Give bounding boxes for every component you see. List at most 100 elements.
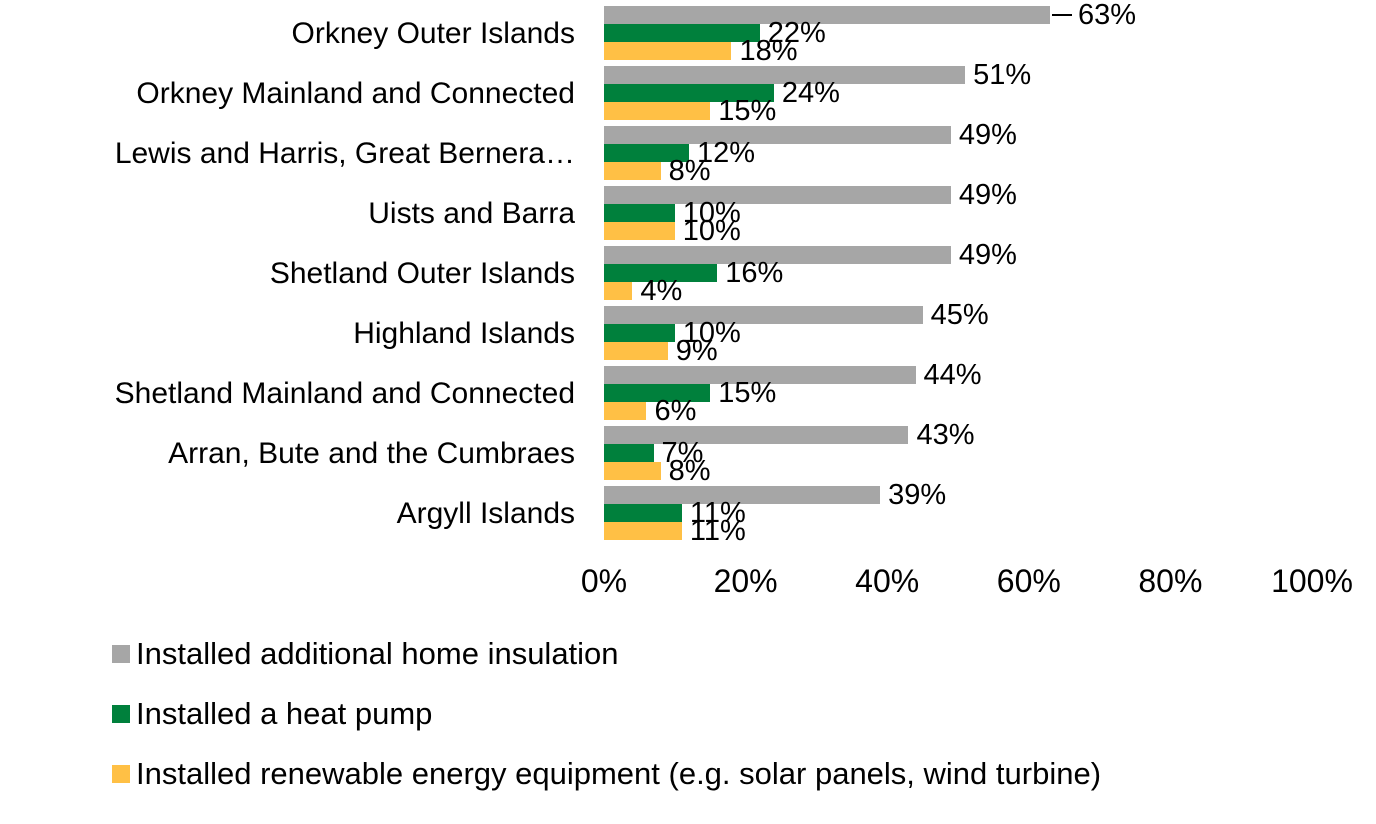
- bar-value-label: 8%: [668, 155, 711, 187]
- x-axis: 0% 20% 40% 60% 80% 100%: [0, 560, 1376, 610]
- bar-gray[interactable]: [604, 126, 951, 144]
- legend-label: Installed renewable energy equipment (e.…: [136, 756, 1102, 791]
- bar-green[interactable]: [604, 204, 675, 222]
- bar-amber[interactable]: [604, 402, 647, 420]
- bar-value-label: 63%: [1078, 0, 1137, 31]
- bar-track: 4%: [604, 277, 1376, 306]
- bar-green[interactable]: [604, 384, 711, 402]
- category-label: Orkney Outer Islands: [291, 17, 575, 50]
- bar-value-label: 7%: [661, 437, 704, 469]
- bar-value-label: 12%: [696, 137, 755, 169]
- bar-value-label: 9%: [675, 335, 718, 367]
- category-group: Arran, Bute and the Cumbraes 43% 7% 8%: [0, 421, 1376, 487]
- bar-green[interactable]: [604, 324, 675, 342]
- bar-value-label: 15%: [718, 95, 777, 127]
- x-axis-tick-label: 0%: [580, 563, 628, 599]
- bar-green[interactable]: [604, 84, 774, 102]
- bar-amber[interactable]: [604, 282, 633, 300]
- category-label: Shetland Mainland and Connected: [114, 377, 575, 410]
- bar-track: 43%: [604, 421, 1376, 450]
- bar-gray[interactable]: [604, 366, 916, 384]
- bar-track: 63%: [604, 1, 1376, 30]
- bar-track: 49%: [604, 121, 1376, 150]
- category-group: Shetland Mainland and Connected 44% 15% 6%: [0, 361, 1376, 426]
- bar-track: 6%: [604, 397, 1376, 426]
- bar-value-label: 16%: [725, 257, 784, 289]
- legend-label: Installed a heat pump: [136, 696, 433, 731]
- bar-amber[interactable]: [604, 522, 682, 540]
- category-group: Uists and Barra 49% 10% 10%: [0, 181, 1376, 246]
- category-label: Orkney Mainland and Connected: [136, 77, 575, 110]
- bar-green[interactable]: [604, 144, 689, 162]
- plot-area: Orkney Outer Islands 63% 22% 18% Orkney Main…: [0, 1, 1376, 546]
- bar-track: 39%: [604, 481, 1376, 510]
- bar-track: 12%: [604, 139, 1376, 168]
- bar-track: 18%: [604, 37, 1376, 66]
- bar-value-label: 4%: [640, 275, 683, 307]
- bar-amber[interactable]: [604, 162, 661, 180]
- bar-gray[interactable]: [604, 186, 951, 204]
- bar-gray[interactable]: [604, 6, 1051, 24]
- bar-value-label: 22%: [767, 17, 826, 49]
- bar-gray[interactable]: [604, 306, 923, 324]
- bar-value-label: 8%: [668, 455, 711, 487]
- value-leader-line: [1052, 14, 1073, 16]
- category-label: Argyll Islands: [396, 497, 575, 530]
- bar-value-label: 24%: [781, 77, 840, 109]
- bar-value-label: 51%: [973, 59, 1032, 91]
- bar-amber[interactable]: [604, 102, 711, 120]
- bar-gray[interactable]: [604, 66, 966, 84]
- bar-track: 10%: [604, 199, 1376, 228]
- chart-legend: Installed additional home insulation Inst…: [0, 632, 1376, 812]
- bar-track: 49%: [604, 181, 1376, 210]
- bar-value-label: 10%: [682, 317, 741, 349]
- legend-swatch-icon: [112, 705, 130, 723]
- bar-amber[interactable]: [604, 462, 661, 480]
- bar-gray[interactable]: [604, 426, 909, 444]
- x-axis-tick-label: 60%: [996, 563, 1061, 599]
- bar-value-label: 6%: [654, 395, 697, 427]
- bar-value-label: 10%: [682, 215, 741, 247]
- bar-track: 49%: [604, 241, 1376, 270]
- bar-track: 22%: [604, 19, 1376, 48]
- bar-gray[interactable]: [604, 486, 881, 504]
- bar-green[interactable]: [604, 444, 654, 462]
- bar-track: 8%: [604, 157, 1376, 186]
- bar-gray[interactable]: [604, 246, 951, 264]
- bar-value-label: 11%: [689, 497, 746, 529]
- category-group: Lewis and Harris, Great Bernera… 49% 12% 8%: [0, 121, 1376, 186]
- bar-green[interactable]: [604, 264, 718, 282]
- bar-green[interactable]: [604, 504, 682, 522]
- legend-swatch-icon: [112, 765, 130, 783]
- bar-track: 15%: [604, 379, 1376, 408]
- bar-track: 15%: [604, 97, 1376, 126]
- bar-value-label: 49%: [958, 119, 1017, 151]
- bar-track: 44%: [604, 361, 1376, 390]
- legend-label: Installed additional home insulation: [136, 636, 619, 671]
- category-group: Orkney Mainland and Connected 51% 24% 15%: [0, 61, 1376, 126]
- bar-track: 10%: [604, 217, 1376, 246]
- bar-value-label: 45%: [930, 299, 989, 331]
- bar-track: 16%: [604, 259, 1376, 288]
- bar-value-label: 11%: [689, 515, 746, 547]
- x-axis-tick-label: 40%: [855, 563, 920, 599]
- category-group: Highland Islands 45% 10% 9%: [0, 299, 1376, 366]
- bar-amber[interactable]: [604, 342, 668, 360]
- bar-value-label: 49%: [958, 239, 1017, 271]
- bar-amber[interactable]: [604, 42, 732, 60]
- bar-green[interactable]: [604, 24, 760, 42]
- category-label: Highland Islands: [353, 317, 575, 350]
- bar-amber[interactable]: [604, 222, 675, 240]
- bar-track: 51%: [604, 61, 1376, 90]
- category-label: Arran, Bute and the Cumbraes: [168, 437, 575, 470]
- x-axis-tick-label: 80%: [1138, 563, 1203, 599]
- bar-track: 7%: [604, 439, 1376, 468]
- bar-track: 24%: [604, 79, 1376, 108]
- x-axis-tick-label: 100%: [1271, 563, 1353, 599]
- bar-track: 11%: [604, 517, 1376, 546]
- category-group: Argyll Islands 39% 11% 11%: [0, 481, 1376, 546]
- bar-track: 9%: [604, 337, 1376, 366]
- bar-track: 10%: [604, 319, 1376, 348]
- legend-swatch-icon: [112, 645, 130, 663]
